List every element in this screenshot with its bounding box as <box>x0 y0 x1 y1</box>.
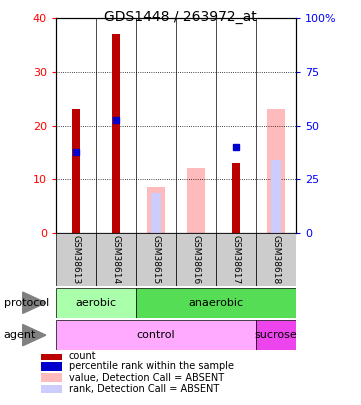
Bar <box>216 233 256 286</box>
Text: GSM38618: GSM38618 <box>271 234 280 284</box>
Bar <box>232 163 240 233</box>
Text: agent: agent <box>4 330 36 340</box>
Text: protocol: protocol <box>4 298 49 308</box>
Bar <box>176 233 216 286</box>
Bar <box>56 320 256 350</box>
Text: GSM38616: GSM38616 <box>191 234 200 284</box>
Text: count: count <box>69 351 96 361</box>
Text: control: control <box>137 330 175 340</box>
Text: value, Detection Call = ABSENT: value, Detection Call = ABSENT <box>69 373 224 383</box>
Text: sucrose: sucrose <box>255 330 297 340</box>
Text: GSM38613: GSM38613 <box>71 234 81 284</box>
Polygon shape <box>23 292 46 313</box>
Text: percentile rank within the sample: percentile rank within the sample <box>69 362 234 371</box>
Text: anaerobic: anaerobic <box>188 298 244 308</box>
Polygon shape <box>23 324 46 346</box>
Text: rank, Detection Call = ABSENT: rank, Detection Call = ABSENT <box>69 384 219 394</box>
Bar <box>96 233 136 286</box>
Bar <box>41 352 62 360</box>
Bar <box>41 373 62 382</box>
Bar <box>136 233 176 286</box>
Bar <box>41 362 62 371</box>
Bar <box>151 193 161 233</box>
Text: GSM38614: GSM38614 <box>112 234 121 284</box>
Text: aerobic: aerobic <box>75 298 117 308</box>
Bar <box>56 288 136 318</box>
Text: GSM38617: GSM38617 <box>231 234 240 284</box>
Text: GSM38615: GSM38615 <box>152 234 161 284</box>
Bar <box>136 288 296 318</box>
Bar <box>56 233 96 286</box>
Bar <box>72 109 79 233</box>
Bar <box>256 233 296 286</box>
Bar <box>187 168 205 233</box>
Bar <box>271 160 281 233</box>
Bar <box>41 385 62 393</box>
Bar <box>267 109 285 233</box>
Text: GDS1448 / 263972_at: GDS1448 / 263972_at <box>104 10 257 24</box>
Bar <box>147 187 165 233</box>
Bar <box>256 320 296 350</box>
Bar <box>112 34 119 233</box>
